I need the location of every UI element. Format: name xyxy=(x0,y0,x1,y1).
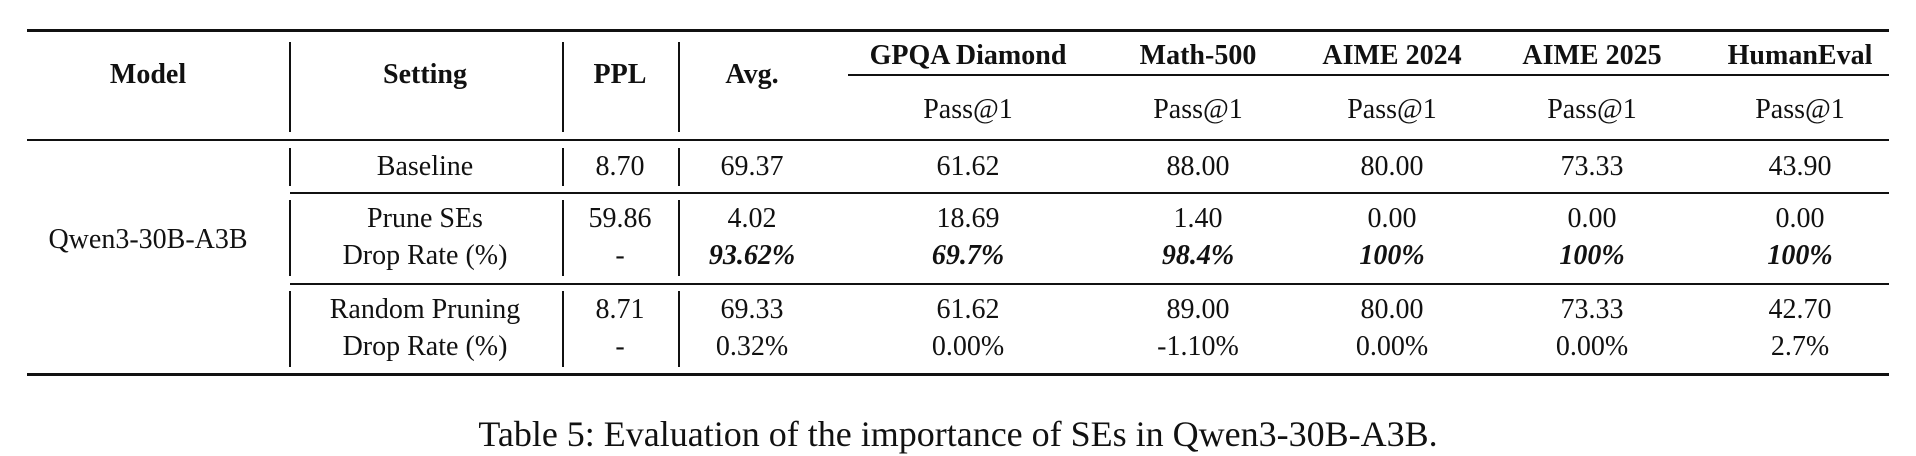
cell-ppl: - xyxy=(615,240,625,271)
header-model: Model xyxy=(109,59,187,90)
cell-avg: 69.33 xyxy=(720,294,784,325)
header-separator xyxy=(289,42,291,132)
header-metric: Pass@1 xyxy=(1347,94,1437,125)
table-caption: Table 5: Evaluation of the importance of… xyxy=(478,414,1438,454)
cell-setting: Baseline xyxy=(376,151,474,182)
cell-value: 0.00% xyxy=(1555,331,1629,362)
row-separator xyxy=(289,200,291,276)
header-separator xyxy=(562,42,564,132)
cell-ppl: 8.71 xyxy=(595,294,645,325)
row-separator xyxy=(562,291,564,367)
cell-value: 0.00% xyxy=(1355,331,1429,362)
cell-setting: Drop Rate (%) xyxy=(342,331,508,362)
cell-value: 73.33 xyxy=(1560,294,1624,325)
row-separator xyxy=(678,291,680,367)
row-separator xyxy=(678,200,680,276)
header-benchmark: GPQA Diamond xyxy=(869,40,1067,71)
cell-value: 89.00 xyxy=(1166,294,1230,325)
header-benchmark: Math-500 xyxy=(1139,40,1257,71)
header-metric: Pass@1 xyxy=(1755,94,1845,125)
group-rule-2 xyxy=(290,283,1889,285)
cell-avg: 69.37 xyxy=(720,151,784,182)
header-ppl: PPL xyxy=(593,59,647,90)
cell-ppl: - xyxy=(615,331,625,362)
cell-value: 61.62 xyxy=(936,294,1000,325)
cell-value: 80.00 xyxy=(1360,294,1424,325)
cell-value: 100% xyxy=(1559,240,1625,271)
row-separator xyxy=(289,291,291,367)
cell-avg: 93.62% xyxy=(708,240,796,271)
header-bottom-rule xyxy=(27,139,1889,141)
cell-value: 0.00 xyxy=(1567,203,1617,234)
header-separator xyxy=(678,42,680,132)
subheader-rule xyxy=(848,74,1889,76)
model-name: Qwen3-30B-A3B xyxy=(48,224,248,255)
group-rule-1 xyxy=(290,192,1889,194)
cell-value: 0.00% xyxy=(931,331,1005,362)
cell-value: 2.7% xyxy=(1770,331,1830,362)
row-separator xyxy=(678,148,680,186)
cell-value: 98.4% xyxy=(1161,240,1235,271)
cell-value: 69.7% xyxy=(931,240,1005,271)
header-benchmark: AIME 2024 xyxy=(1322,40,1462,71)
cell-value: 0.00 xyxy=(1367,203,1417,234)
header-metric: Pass@1 xyxy=(1153,94,1243,125)
header-metric: Pass@1 xyxy=(1547,94,1637,125)
cell-ppl: 59.86 xyxy=(588,203,652,234)
row-separator xyxy=(562,200,564,276)
cell-value: 1.40 xyxy=(1173,203,1223,234)
cell-avg: 4.02 xyxy=(727,203,777,234)
cell-setting: Prune SEs xyxy=(367,203,483,234)
cell-value: 42.70 xyxy=(1768,294,1832,325)
cell-value: 61.62 xyxy=(936,151,1000,182)
row-separator xyxy=(289,148,291,186)
cell-avg: 0.32% xyxy=(715,331,789,362)
header-benchmark: HumanEval xyxy=(1727,40,1873,71)
cell-value: 43.90 xyxy=(1768,151,1832,182)
cell-value: 18.69 xyxy=(936,203,1000,234)
cell-setting: Random Pruning xyxy=(329,294,521,325)
cell-ppl: 8.70 xyxy=(595,151,645,182)
cell-setting: Drop Rate (%) xyxy=(342,240,508,271)
header-setting: Setting xyxy=(383,59,467,90)
row-separator xyxy=(562,148,564,186)
header-avg: Avg. xyxy=(725,59,779,90)
cell-value: 0.00 xyxy=(1775,203,1825,234)
header-benchmark: AIME 2025 xyxy=(1522,40,1662,71)
cell-value: 100% xyxy=(1359,240,1425,271)
bottom-rule xyxy=(27,373,1889,376)
top-rule xyxy=(27,29,1889,32)
cell-value: 100% xyxy=(1767,240,1833,271)
cell-value: -1.10% xyxy=(1157,331,1239,362)
header-metric: Pass@1 xyxy=(923,94,1013,125)
cell-value: 80.00 xyxy=(1360,151,1424,182)
cell-value: 73.33 xyxy=(1560,151,1624,182)
cell-value: 88.00 xyxy=(1166,151,1230,182)
